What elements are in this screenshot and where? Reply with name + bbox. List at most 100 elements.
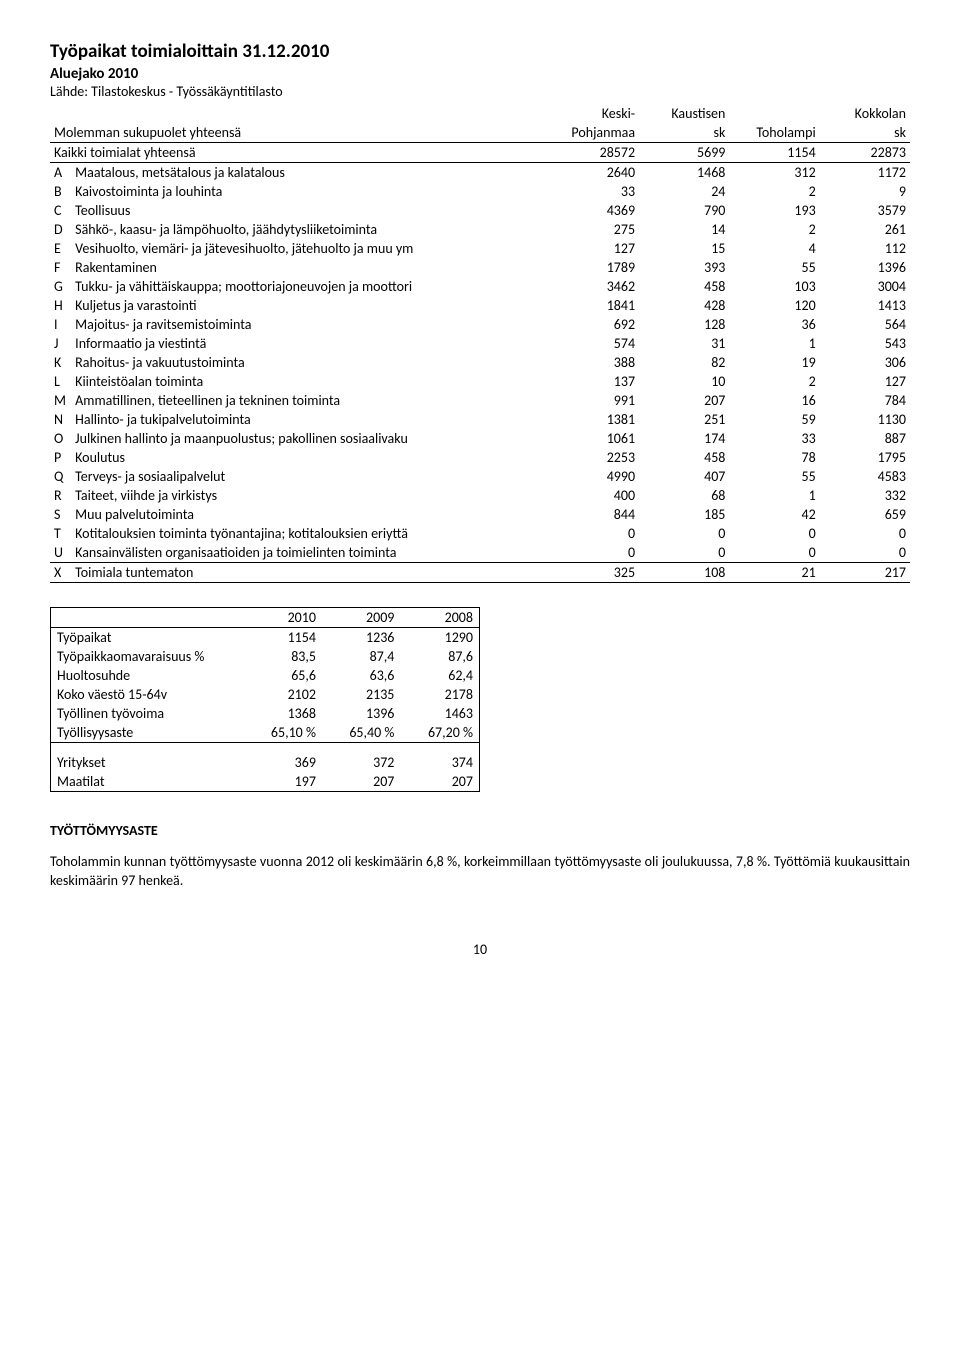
row-value: 4 <box>729 239 819 258</box>
page-number: 10 <box>50 941 910 958</box>
row-value: 251 <box>639 410 729 429</box>
row-value: 844 <box>549 505 639 524</box>
summary-value: 65,6 <box>244 666 322 685</box>
summary-row: Huoltosuhde65,663,662,4 <box>51 666 480 685</box>
row-value: 0 <box>729 543 819 563</box>
table-row: S Muu palvelutoiminta84418542659 <box>50 505 910 524</box>
row-value: 9 <box>820 182 910 201</box>
row-value: 4583 <box>820 467 910 486</box>
summary-value: 207 <box>400 772 479 792</box>
row-value: 10 <box>639 372 729 391</box>
row-label: N Hallinto- ja tukipalvelutoiminta <box>50 410 549 429</box>
row-label: I Majoitus- ja ravitsemistoiminta <box>50 315 549 334</box>
row-value: 1130 <box>820 410 910 429</box>
row-label: Q Terveys- ja sosiaalipalvelut <box>50 467 549 486</box>
table-total-row: Kaikki toimialat yhteensä 28572 5699 115… <box>50 143 910 163</box>
row-value: 393 <box>639 258 729 277</box>
table-row: O Julkinen hallinto ja maanpuolustus; pa… <box>50 429 910 448</box>
row-value: 692 <box>549 315 639 334</box>
row-label: P Koulutus <box>50 448 549 467</box>
row-value: 2 <box>729 372 819 391</box>
summary-label: Yritykset <box>51 753 244 772</box>
summary-value: 1154 <box>244 628 322 648</box>
row-value: 4990 <box>549 467 639 486</box>
row-value: 261 <box>820 220 910 239</box>
row-value: 16 <box>729 391 819 410</box>
row-value: 0 <box>639 543 729 563</box>
row-value: 3579 <box>820 201 910 220</box>
row-label: S Muu palvelutoiminta <box>50 505 549 524</box>
summary-value: 2178 <box>400 685 479 704</box>
row-label: M Ammatillinen, tieteellinen ja tekninen… <box>50 391 549 410</box>
row-value: 4369 <box>549 201 639 220</box>
summary-value: 65,40 % <box>322 723 400 743</box>
summary-row: Työllinen työvoima136813961463 <box>51 704 480 723</box>
table-row: X Toimiala tuntematon32510821217 <box>50 563 910 583</box>
row-value: 1789 <box>549 258 639 277</box>
row-value: 0 <box>729 524 819 543</box>
row-label: G Tukku- ja vähittäiskauppa; moottoriajo… <box>50 277 549 296</box>
row-value: 207 <box>639 391 729 410</box>
table-row: Q Terveys- ja sosiaalipalvelut4990407554… <box>50 467 910 486</box>
row-value: 388 <box>549 353 639 372</box>
row-value: 55 <box>729 258 819 277</box>
body-paragraph: Toholammin kunnan työttömyysaste vuonna … <box>50 853 910 891</box>
row-value: 1172 <box>820 163 910 183</box>
row-value: 103 <box>729 277 819 296</box>
summary-year: 2008 <box>400 608 479 628</box>
row-label: O Julkinen hallinto ja maanpuolustus; pa… <box>50 429 549 448</box>
row-label: E Vesihuolto, viemäri- ja jätevesihuolto… <box>50 239 549 258</box>
header-cell <box>50 104 549 123</box>
summary-value: 83,5 <box>244 647 322 666</box>
table-row: G Tukku- ja vähittäiskauppa; moottoriajo… <box>50 277 910 296</box>
table-row: F Rakentaminen1789393551396 <box>50 258 910 277</box>
row-value: 574 <box>549 334 639 353</box>
summary-table: 2010 2009 2008 Työpaikat115412361290Työp… <box>50 607 480 792</box>
table-row: R Taiteet, viihde ja virkistys400681332 <box>50 486 910 505</box>
summary-value: 2102 <box>244 685 322 704</box>
row-value: 1413 <box>820 296 910 315</box>
header-cell <box>729 104 819 123</box>
row-value: 458 <box>639 277 729 296</box>
row-value: 2253 <box>549 448 639 467</box>
row-value: 428 <box>639 296 729 315</box>
row-value: 407 <box>639 467 729 486</box>
row-value: 174 <box>639 429 729 448</box>
row-label: R Taiteet, viihde ja virkistys <box>50 486 549 505</box>
row-value: 33 <box>729 429 819 448</box>
row-value: 3004 <box>820 277 910 296</box>
summary-value: 369 <box>244 753 322 772</box>
summary-value: 1290 <box>400 628 479 648</box>
table-row: C Teollisuus43697901933579 <box>50 201 910 220</box>
row-value: 564 <box>820 315 910 334</box>
total-value: 5699 <box>639 143 729 163</box>
source-line: Lähde: Tilastokeskus - Työssäkäyntitilas… <box>50 83 910 100</box>
row-value: 0 <box>820 524 910 543</box>
row-value: 2 <box>729 182 819 201</box>
summary-row: Yritykset369372374 <box>51 753 480 772</box>
subtitle: Aluejako 2010 <box>50 65 910 83</box>
row-value: 55 <box>729 467 819 486</box>
row-value: 127 <box>549 239 639 258</box>
row-value: 659 <box>820 505 910 524</box>
row-value: 21 <box>729 563 819 583</box>
row-label: F Rakentaminen <box>50 258 549 277</box>
summary-value: 197 <box>244 772 322 792</box>
summary-value: 63,6 <box>322 666 400 685</box>
row-label: J Informaatio ja viestintä <box>50 334 549 353</box>
summary-value: 2135 <box>322 685 400 704</box>
table-row: I Majoitus- ja ravitsemistoiminta6921283… <box>50 315 910 334</box>
summary-label: Huoltosuhde <box>51 666 244 685</box>
table-row: N Hallinto- ja tukipalvelutoiminta138125… <box>50 410 910 429</box>
row-value: 3462 <box>549 277 639 296</box>
row-value: 312 <box>729 163 819 183</box>
row-value: 1841 <box>549 296 639 315</box>
row-value: 14 <box>639 220 729 239</box>
summary-label: Maatilat <box>51 772 244 792</box>
row-value: 306 <box>820 353 910 372</box>
header-cell: Pohjanmaa <box>549 123 639 143</box>
row-label: C Teollisuus <box>50 201 549 220</box>
summary-header-cell <box>51 608 244 628</box>
header-cell: Molemman sukupuolet yhteensä <box>50 123 549 143</box>
summary-value: 1463 <box>400 704 479 723</box>
